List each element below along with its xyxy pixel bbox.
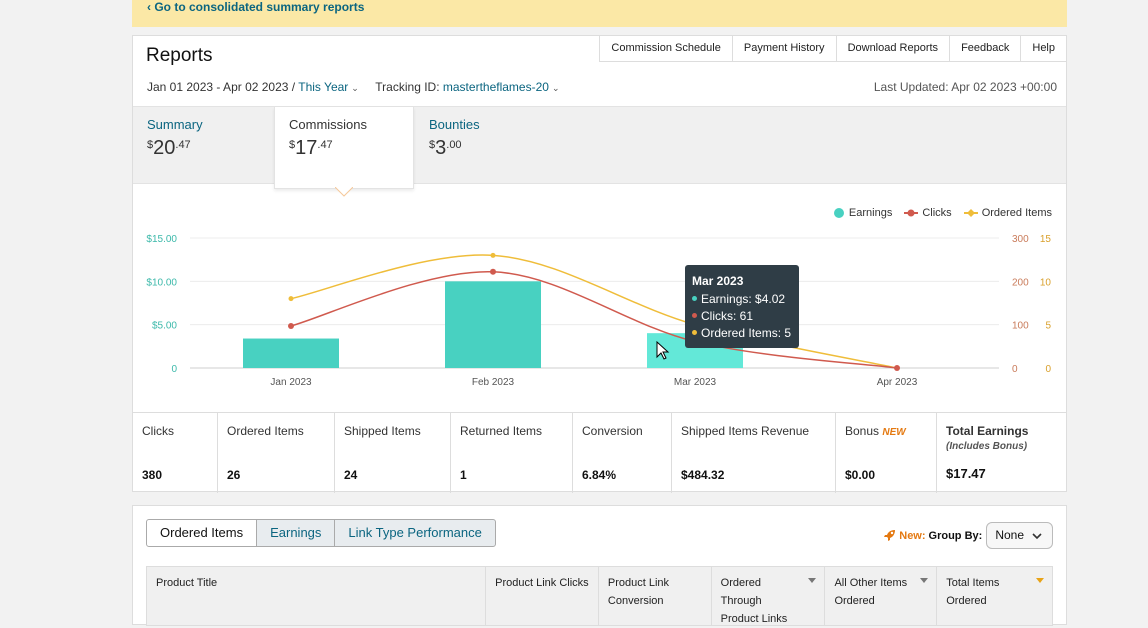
sort-arrow-icon[interactable] xyxy=(808,578,817,583)
page-title: Reports xyxy=(146,45,213,66)
tab-amount: $20.47 xyxy=(147,137,191,159)
col-ordered-through-links[interactable]: Ordered Through Product Links xyxy=(712,567,826,625)
y-left-tick-label: $15.00 xyxy=(146,234,177,245)
stats-row: Clicks 380 Ordered Items 26 Shipped Items 2… xyxy=(133,412,1066,493)
new-badge: NEW xyxy=(882,427,906,438)
y-right-ordered-tick-label: 15 xyxy=(1040,234,1052,245)
legend-earnings-marker xyxy=(833,208,844,218)
tab-label: Bounties xyxy=(429,117,480,132)
group-by-control: New: Group By: None xyxy=(883,522,1053,549)
y-right-clicks-tick-label: 0 xyxy=(1012,364,1018,375)
legend-ordered-marker xyxy=(963,209,978,217)
legend-earnings[interactable]: Earnings xyxy=(833,207,892,219)
group-by-select[interactable]: None xyxy=(986,522,1053,549)
x-tick-label: Mar 2023 xyxy=(674,377,717,388)
stat-shipped-revenue: Shipped Items Revenue $484.32 xyxy=(672,413,836,493)
tab-bounties[interactable]: Bounties $3.00 xyxy=(415,107,555,185)
consolidated-summary-link[interactable]: ‹ Go to consolidated summary reports xyxy=(147,0,365,14)
period-dropdown[interactable]: This Year xyxy=(298,80,349,94)
sort-arrow-icon[interactable] xyxy=(920,578,929,583)
y-left-tick-label: $10.00 xyxy=(146,277,177,288)
point-ordered-items xyxy=(288,296,294,302)
bar-earnings xyxy=(243,338,339,368)
filter-row: Jan 01 2023 - Apr 02 2023 / This Year ⌄ T… xyxy=(147,80,559,94)
tab-summary[interactable]: Summary $20.47 xyxy=(133,107,273,185)
point-ordered-items xyxy=(490,252,496,258)
tracking-label: Tracking ID: xyxy=(375,80,440,94)
chart-tooltip: Mar 2023 Earnings: $4.02 Clicks: 61 Orde… xyxy=(685,265,799,348)
stat-returned-items: Returned Items 1 xyxy=(451,413,573,493)
y-left-tick-label: $5.00 xyxy=(152,321,177,332)
x-tick-label: Feb 2023 xyxy=(472,377,515,388)
help-link[interactable]: Help xyxy=(1020,35,1067,62)
table-header: Product Title Product Link Clicks Produc… xyxy=(146,566,1053,626)
col-all-other-items[interactable]: All Other Items Ordered xyxy=(825,567,938,625)
new-label: New: xyxy=(899,529,926,542)
stat-clicks: Clicks 380 xyxy=(133,413,218,493)
details-card: Ordered Items Earnings Link Type Perform… xyxy=(132,505,1067,626)
group-by-label: Group By: xyxy=(928,529,983,542)
point-clicks xyxy=(894,365,900,371)
series-line-ordered-items xyxy=(290,254,898,369)
active-tab-caret-icon xyxy=(335,187,353,197)
tab-link-type-performance[interactable]: Link Type Performance xyxy=(334,519,496,547)
y-right-clicks-tick-label: 100 xyxy=(1012,321,1029,332)
tab-label: Summary xyxy=(147,117,203,132)
bar-earnings xyxy=(445,281,541,368)
chevron-down-icon[interactable]: ⌄ xyxy=(551,83,560,93)
point-clicks xyxy=(490,268,496,275)
y-left-tick-label: 0 xyxy=(171,364,177,375)
tooltip-ordered: Ordered Items: 5 xyxy=(692,325,792,342)
tooltip-title: Mar 2023 xyxy=(692,274,744,288)
x-tick-label: Jan 2023 xyxy=(270,377,312,388)
last-updated: Last Updated: Apr 02 2023 +00:00 xyxy=(873,80,1057,94)
stat-total-earnings: Total Earnings (Includes Bonus) $17.47 xyxy=(946,424,1029,481)
sort-arrow-active-icon[interactable] xyxy=(1036,578,1045,583)
y-right-ordered-tick-label: 10 xyxy=(1040,277,1052,288)
tab-label: Commissions xyxy=(289,117,368,132)
tab-amount: $3.00 xyxy=(429,137,462,159)
chevron-down-icon[interactable]: ⌄ xyxy=(351,83,359,93)
legend-clicks-marker xyxy=(904,209,919,217)
summary-tabs: Summary $20.47 Commissions $17.47 Bounti… xyxy=(133,106,1066,189)
payment-history-link[interactable]: Payment History xyxy=(731,35,837,62)
mouse-cursor-icon xyxy=(656,341,670,360)
tab-commissions[interactable]: Commissions $17.47 xyxy=(274,107,414,189)
y-right-clicks-tick-label: 300 xyxy=(1012,234,1029,245)
commission-schedule-link[interactable]: Commission Schedule xyxy=(599,35,733,62)
tab-earnings[interactable]: Earnings xyxy=(256,519,336,547)
y-right-clicks-tick-label: 200 xyxy=(1012,277,1029,288)
date-range: Jan 01 2023 - Apr 02 2023 / xyxy=(147,80,296,94)
col-product-title[interactable]: Product Title xyxy=(147,567,487,625)
stat-bonus: Bonus NEW $0.00 xyxy=(836,413,937,493)
stat-conversion: Conversion 6.84% xyxy=(573,413,672,493)
tooltip-earnings: Earnings: $4.02 xyxy=(692,291,792,308)
tab-ordered-items[interactable]: Ordered Items xyxy=(146,519,258,547)
report-type-tabs: Ordered Items Earnings Link Type Perform… xyxy=(146,519,496,547)
y-right-ordered-tick-label: 5 xyxy=(1045,321,1051,332)
stat-shipped-items: Shipped Items 24 xyxy=(335,413,451,493)
tooltip-clicks: Clicks: 61 xyxy=(692,308,792,325)
y-right-ordered-tick-label: 0 xyxy=(1045,364,1051,375)
feedback-link[interactable]: Feedback xyxy=(949,35,1022,62)
point-clicks xyxy=(288,322,294,329)
col-product-link-clicks[interactable]: Product Link Clicks xyxy=(486,567,599,625)
series-line-clicks xyxy=(290,271,898,369)
download-reports-link[interactable]: Download Reports xyxy=(835,35,951,62)
reports-card: Reports Commission Schedule Payment Hist… xyxy=(132,35,1067,493)
tracking-id-dropdown[interactable]: mastertheflames-20 xyxy=(442,80,549,94)
consolidated-banner: ‹ Go to consolidated summary reports xyxy=(132,0,1067,27)
rocket-icon xyxy=(884,530,896,541)
top-nav: Commission Schedule Payment History Down… xyxy=(599,35,1067,62)
chart-legend: Earnings Clicks Ordered Items xyxy=(821,207,1052,219)
tab-amount: $17.47 xyxy=(289,137,333,159)
col-product-link-conversion[interactable]: Product Link Conversion xyxy=(599,567,712,625)
x-tick-label: Apr 2023 xyxy=(877,377,918,388)
stat-ordered-items: Ordered Items 26 xyxy=(218,413,335,493)
chevron-down-icon xyxy=(1032,532,1042,539)
col-total-items-ordered[interactable]: Total Items Ordered xyxy=(937,567,1052,625)
legend-clicks[interactable]: Clicks xyxy=(904,207,952,219)
legend-ordered-items[interactable]: Ordered Items xyxy=(963,207,1052,219)
